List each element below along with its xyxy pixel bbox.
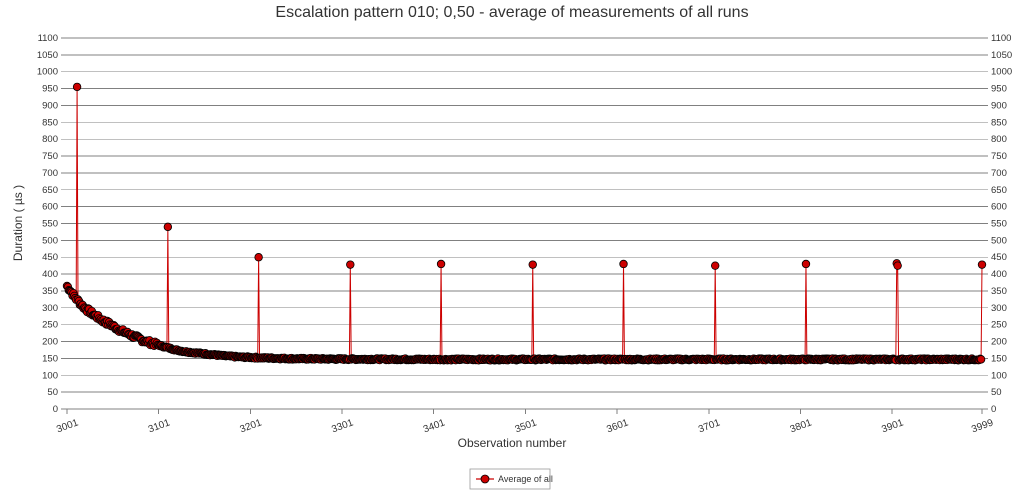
x-tick-label: 3601 [605,417,630,435]
y-tick-label-right: 900 [991,100,1007,111]
x-tick-label: 3801 [789,417,814,435]
data-point [436,259,446,269]
data-point [977,260,987,269]
y-tick-label-right: 250 [991,320,1007,331]
y-tick-label-right: 400 [991,269,1007,280]
y-tick-label-left: 150 [42,353,58,364]
y-tick-label-left: 1050 [37,50,58,61]
y-tick-label-right: 750 [991,151,1007,162]
data-point [711,261,720,270]
x-tick-label: 3501 [514,417,539,435]
y-tick-label-left: 0 [53,404,58,415]
y-tick-label-right: 300 [991,303,1007,314]
legend-label: Average of all [498,474,553,484]
x-tick-labels: 3001 3101 3201 3301 3401 3501 3601 3701 3801 3901… [55,409,995,435]
y-tick-label-left: 1000 [37,67,58,78]
y-tick-label-right: 100 [991,370,1007,381]
data-point [528,260,537,269]
x-axis-title: Observation number [458,436,567,450]
y-tick-label-right: 950 [991,84,1007,95]
x-tick-label: 3401 [422,417,447,435]
data-point [976,355,986,364]
y-tick-label-left: 200 [42,337,58,348]
y-tick-label-right: 1100 [991,33,1011,44]
x-tick-label: 3001 [55,417,80,435]
y-tick-label-left: 850 [42,117,58,128]
data-point [893,261,902,270]
y-tick-label-right: 350 [991,286,1007,297]
y-tick-label-right: 700 [991,168,1007,179]
y-tick-labels: 0 0 50 50 100 100 150 150 200 200 250 250 300 300 350 3… [37,33,1012,415]
y-tick-label-left: 50 [47,387,58,398]
y-tick-label-right: 850 [991,117,1007,128]
y-tick-label-left: 350 [42,286,58,297]
data-point [346,260,355,269]
y-tick-label-left: 550 [42,219,58,230]
data-point [163,222,173,232]
x-tick-label: 3301 [330,417,355,435]
y-tick-label-left: 650 [42,185,58,196]
y-tick-label-right: 550 [991,219,1007,230]
y-tick-label-right: 600 [991,202,1007,213]
y-tick-label-right: 50 [991,387,1002,398]
chart-title: Escalation pattern 010; 0,50 - average o… [275,4,748,21]
y-tick-label-left: 450 [42,252,58,263]
legend-marker-icon [480,474,490,484]
x-tick-label: 3901 [880,417,905,435]
y-tick-label-left: 600 [42,202,58,213]
y-tick-label-left: 250 [42,320,58,331]
series-average-of-all [62,82,987,365]
y-tick-label-left: 1100 [38,33,58,44]
data-point [72,82,82,92]
y-tick-label-left: 400 [42,269,58,280]
x-tick-label: 3999 [970,417,995,435]
legend[interactable]: Average of all [469,468,553,490]
y-tick-label-right: 800 [991,134,1007,145]
x-tick-label: 3101 [147,417,172,435]
x-tick-label: 3701 [697,417,722,435]
y-tick-label-right: 450 [991,252,1007,263]
y-tick-label-left: 950 [42,84,58,95]
y-tick-label-right: 200 [991,337,1007,348]
y-tick-label-left: 100 [42,370,58,381]
y-tick-label-left: 800 [42,134,58,145]
data-point [254,253,263,262]
x-tick-label: 3201 [239,417,264,435]
y-tick-label-right: 1050 [991,50,1012,61]
y-tick-label-left: 900 [42,100,58,111]
grid-layer [61,37,988,410]
data-point [801,259,811,269]
y-tick-label-right: 1000 [991,67,1012,78]
y-tick-label-right: 150 [991,353,1007,364]
y-tick-label-left: 500 [42,235,58,246]
y-tick-label-left: 300 [42,303,58,314]
y-tick-label-right: 500 [991,235,1007,246]
y-tick-label-right: 650 [991,185,1007,196]
y-tick-label-left: 700 [42,168,58,179]
y-axis-title: Duration ( µs ) [11,185,25,261]
y-tick-label-left: 750 [42,151,58,162]
y-tick-label-right: 0 [991,404,996,415]
legend-box [469,468,551,490]
data-point [619,259,628,269]
